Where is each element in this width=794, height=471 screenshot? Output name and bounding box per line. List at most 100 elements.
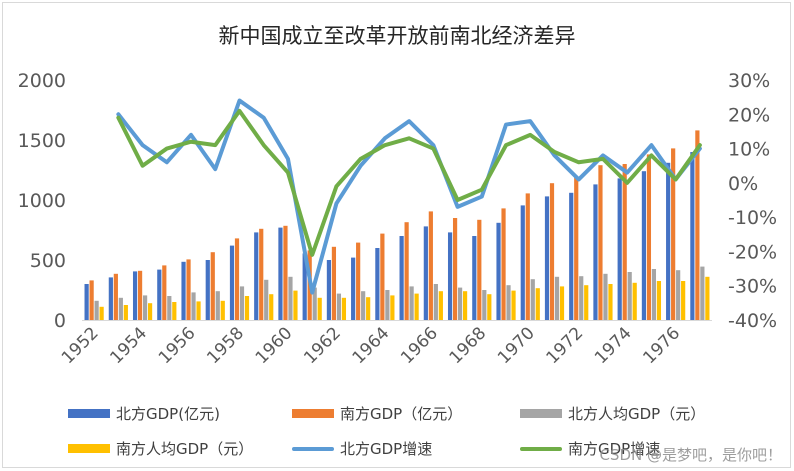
bar-north-gdp xyxy=(593,184,598,320)
bar-south-per-capita xyxy=(366,297,371,320)
x-tick-label: 1970 xyxy=(494,323,539,368)
bar-south-gdp xyxy=(234,238,240,320)
bar-north-gdp xyxy=(375,248,380,320)
bar-south-gdp xyxy=(549,183,555,320)
bar-north-per-capita xyxy=(409,286,414,320)
x-tick-label: 1976 xyxy=(639,323,684,368)
bar-south-per-capita xyxy=(487,294,492,320)
y-right-tick-label: -20% xyxy=(728,241,777,263)
bar-south-gdp xyxy=(404,222,409,320)
bar-south-gdp xyxy=(89,280,94,320)
bar-north-gdp xyxy=(132,271,138,320)
bar-south-per-capita xyxy=(656,281,662,320)
bar-north-gdp xyxy=(423,226,428,320)
bar-south-gdp xyxy=(162,265,167,320)
bar-north-per-capita xyxy=(700,266,705,320)
bar-south-per-capita xyxy=(317,297,322,320)
bar-south-per-capita xyxy=(705,276,710,320)
bar-south-per-capita xyxy=(293,290,298,320)
bar-north-per-capita xyxy=(167,296,172,320)
x-tick-label: 1958 xyxy=(203,323,248,368)
x-tick-label: 1974 xyxy=(591,323,636,368)
bar-north-per-capita xyxy=(482,290,487,320)
y-left-tick-label: 1500 xyxy=(18,130,66,152)
bar-south-gdp xyxy=(452,218,458,320)
bar-south-gdp xyxy=(356,242,361,320)
bar-north-gdp xyxy=(641,171,647,320)
bar-north-per-capita xyxy=(361,291,366,320)
bar-south-per-capita xyxy=(414,293,419,320)
bar-south-per-capita xyxy=(123,305,128,320)
bar-south-gdp xyxy=(113,273,118,320)
bar-south-gdp xyxy=(380,233,385,320)
bar-north-gdp xyxy=(181,261,186,320)
bar-south-gdp xyxy=(259,228,264,320)
bar-south-gdp xyxy=(283,225,288,320)
bar-south-gdp xyxy=(210,252,215,320)
bar-south-per-capita xyxy=(462,291,468,320)
bar-south-gdp xyxy=(671,148,676,320)
bar-north-gdp xyxy=(617,178,622,320)
x-tick-label: 1954 xyxy=(106,323,151,368)
bar-north-gdp xyxy=(84,284,89,320)
y-right-tick-label: 20% xyxy=(728,104,770,126)
bar-south-per-capita xyxy=(172,302,177,320)
bar-south-gdp xyxy=(428,211,433,320)
bar-south-gdp xyxy=(525,193,530,320)
bar-north-gdp xyxy=(157,269,162,320)
bar-south-per-capita xyxy=(390,295,395,320)
bar-north-gdp xyxy=(447,232,453,320)
bar-south-gdp xyxy=(646,154,652,320)
x-tick-label: 1960 xyxy=(252,323,297,368)
bar-north-gdp xyxy=(108,277,113,320)
bar-north-per-capita xyxy=(239,286,245,320)
bar-north-per-capita xyxy=(142,295,148,320)
bar-south-per-capita xyxy=(438,291,443,320)
bar-north-per-capita xyxy=(433,284,438,320)
bar-south-gdp xyxy=(695,130,700,320)
bar-south-gdp xyxy=(137,270,143,320)
bar-south-gdp xyxy=(501,208,506,320)
bar-north-per-capita xyxy=(336,293,342,320)
bar-south-per-capita xyxy=(147,303,153,320)
bar-north-gdp xyxy=(666,162,671,320)
bar-north-gdp xyxy=(496,222,501,320)
bar-north-per-capita xyxy=(457,287,463,320)
line-north-growth xyxy=(116,98,702,295)
bar-north-gdp xyxy=(544,196,550,320)
bar-south-per-capita xyxy=(535,288,540,320)
x-tick-label: 1962 xyxy=(300,323,345,368)
bar-north-per-capita xyxy=(264,279,269,320)
y-left-tick-label: 1000 xyxy=(18,190,66,212)
bar-north-per-capita xyxy=(627,272,632,320)
y-left-tick-label: 0 xyxy=(54,310,66,332)
bar-south-gdp xyxy=(331,246,337,320)
bar-south-gdp xyxy=(477,219,482,320)
bar-north-per-capita xyxy=(215,291,220,320)
bar-south-gdp xyxy=(186,259,191,320)
line-south-growth xyxy=(116,108,702,257)
bar-north-gdp xyxy=(520,205,525,320)
y-right-tick-label: -40% xyxy=(728,310,777,332)
bar-south-per-capita xyxy=(511,290,516,320)
x-tick-label: 1964 xyxy=(349,323,394,368)
bar-north-per-capita xyxy=(554,276,560,320)
x-tick-label: 1956 xyxy=(155,323,200,368)
bar-north-gdp xyxy=(326,260,332,320)
y-right-tick-label: 0% xyxy=(728,173,758,195)
bar-north-gdp xyxy=(205,260,210,320)
bar-north-per-capita xyxy=(651,269,657,320)
y-left-tick-label: 2000 xyxy=(18,70,66,92)
bar-south-per-capita xyxy=(559,286,565,320)
bar-north-per-capita xyxy=(676,270,681,320)
bar-south-per-capita xyxy=(220,300,225,320)
bar-north-per-capita xyxy=(312,287,317,320)
y-right-tick-label: -10% xyxy=(728,207,777,229)
bar-south-per-capita xyxy=(632,282,637,320)
bar-south-per-capita xyxy=(99,306,104,320)
bar-north-per-capita xyxy=(579,276,584,320)
bar-south-per-capita xyxy=(681,281,686,320)
bar-south-per-capita xyxy=(608,284,613,320)
